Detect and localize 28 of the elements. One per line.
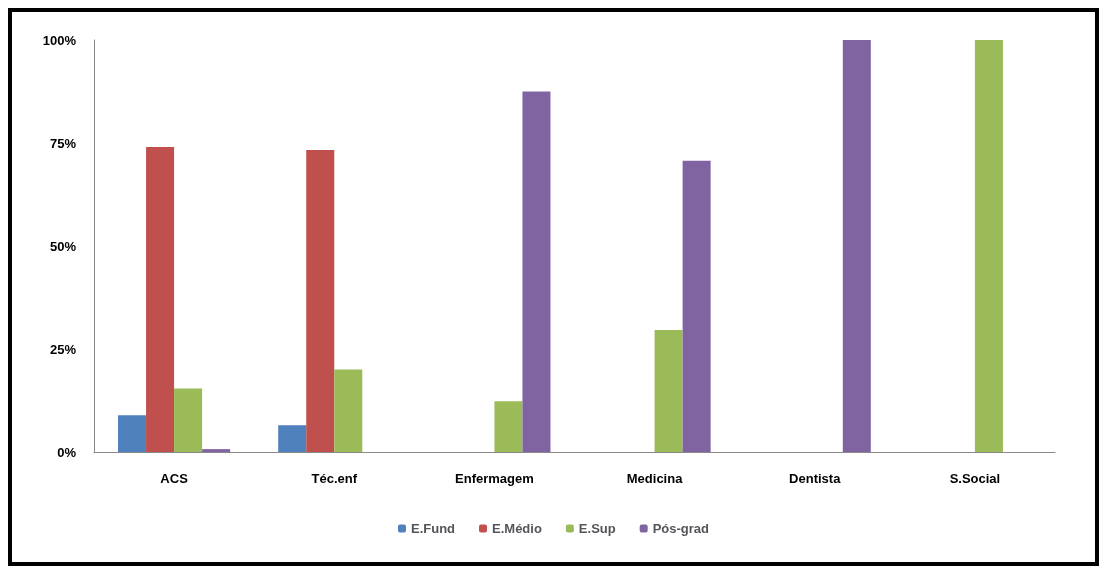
legend-label: E.Médio — [492, 521, 542, 536]
y-tick-label: 0% — [57, 444, 77, 460]
x-tick-label: ACS — [160, 471, 189, 486]
x-tick-label: Téc.enf — [311, 471, 358, 486]
legend-label: Pós-grad — [652, 521, 710, 536]
y-tick-label: 25% — [49, 341, 77, 357]
bar — [654, 330, 683, 452]
y-tick-label: 100% — [42, 32, 77, 48]
y-tick-label: 75% — [49, 135, 77, 151]
bar — [842, 40, 871, 452]
legend-label: E.Fund — [410, 521, 456, 536]
bar — [522, 91, 551, 452]
bar — [146, 147, 175, 452]
bar — [334, 369, 363, 452]
x-tick-label: S.Social — [949, 471, 1001, 486]
x-tick-label: Enfermagem — [455, 471, 534, 486]
bar — [118, 415, 147, 452]
bar — [174, 388, 203, 452]
x-tick-label: Dentista — [789, 471, 842, 486]
bar — [202, 449, 231, 452]
y-tick-label: 50% — [49, 238, 77, 254]
bar — [278, 425, 307, 452]
legend-label: E.Sup — [578, 521, 616, 536]
bar — [974, 40, 1003, 452]
bar — [682, 160, 711, 452]
bar — [306, 150, 335, 452]
x-tick-label: Medicina — [626, 471, 684, 486]
bar — [494, 401, 523, 452]
